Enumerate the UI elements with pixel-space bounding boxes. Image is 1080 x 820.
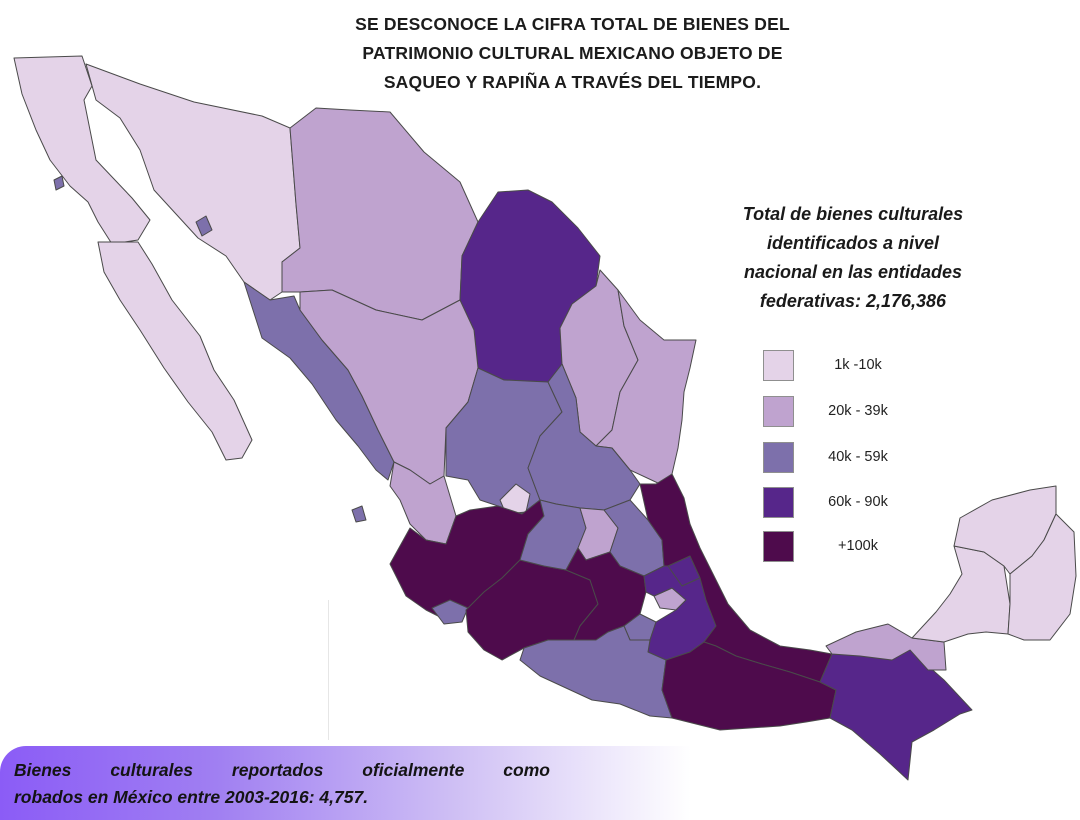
legend-title-line: nacional en las entidades bbox=[743, 262, 963, 282]
legend-title: Total de bienes culturales identificados… bbox=[722, 200, 984, 316]
legend-swatch bbox=[763, 442, 794, 473]
legend-item: 1k -10k bbox=[763, 350, 1003, 384]
legend-item: 20k - 39k bbox=[763, 396, 1003, 430]
legend-label: 60k - 90k bbox=[828, 494, 888, 510]
state-chihuahua bbox=[281, 107, 479, 321]
state-tabasco bbox=[825, 623, 947, 671]
banner-text: Bienes culturales reportados oficialment… bbox=[14, 757, 550, 811]
banner-word: oficialmente bbox=[362, 760, 465, 780]
legend-label: 40k - 59k bbox=[828, 449, 888, 465]
legend-item: +100k bbox=[763, 531, 1003, 565]
legend-item: 40k - 59k bbox=[763, 442, 1003, 476]
banner-word: Bienes bbox=[14, 760, 72, 780]
legend-swatch bbox=[763, 350, 794, 381]
state-quintana-roo bbox=[1007, 513, 1077, 641]
divider-line bbox=[328, 600, 329, 740]
legend-title-line: identificados a nivel bbox=[766, 233, 940, 253]
banner-line-2: robados en México entre 2003-2016: 4,757… bbox=[14, 787, 369, 807]
legend-label: +100k bbox=[838, 538, 878, 554]
legend-label: 20k - 39k bbox=[828, 403, 888, 419]
banner-word: reportados bbox=[231, 760, 324, 780]
map-title: SE DESCONOCE LA CIFRA TOTAL DE BIENES DE… bbox=[300, 10, 845, 97]
legend-title-line: federativas: 2,176,386 bbox=[759, 291, 947, 311]
title-line: SE DESCONOCE LA CIFRA TOTAL DE BIENES DE… bbox=[355, 14, 790, 34]
state-colima bbox=[431, 599, 469, 625]
legend-label: 1k -10k bbox=[834, 357, 882, 373]
title-line: PATRIMONIO CULTURAL MEXICANO OBJETO DE bbox=[362, 43, 783, 63]
legend-swatch bbox=[763, 487, 794, 518]
island-islas-marias bbox=[351, 505, 367, 523]
title-line: SAQUEO Y RAPIÑA A TRAVÉS DEL TIEMPO. bbox=[383, 72, 762, 92]
legend-title-line: Total de bienes culturales bbox=[742, 204, 964, 224]
legend-item: 60k - 90k bbox=[763, 487, 1003, 521]
banner-word: culturales bbox=[110, 760, 193, 780]
island-tiburon bbox=[195, 215, 213, 237]
legend-swatch bbox=[763, 396, 794, 427]
banner-line-1: Bienes culturales reportados oficialment… bbox=[14, 757, 550, 784]
state-baja-california-sur bbox=[97, 241, 253, 461]
bottom-banner bbox=[0, 746, 720, 820]
state-chiapas bbox=[819, 649, 973, 781]
legend-swatch bbox=[763, 531, 794, 562]
banner-word: como bbox=[503, 760, 550, 780]
island-cedros bbox=[53, 175, 65, 191]
